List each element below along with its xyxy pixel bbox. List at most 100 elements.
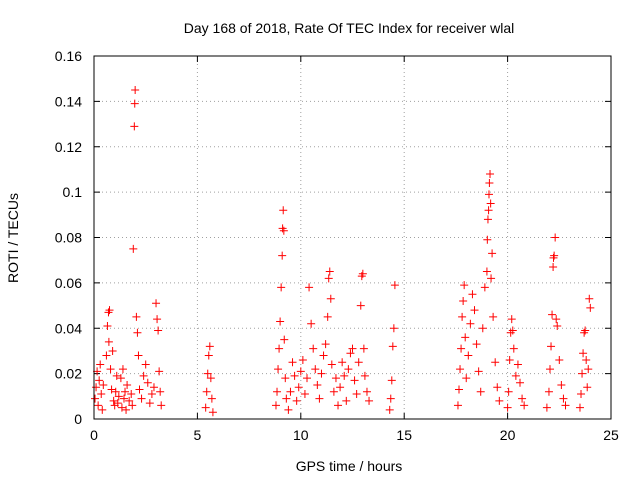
data-point	[104, 308, 113, 317]
data-point	[470, 306, 479, 315]
data-point	[549, 262, 558, 271]
x-tick-label: 20	[500, 427, 516, 443]
data-point	[503, 403, 512, 412]
data-point	[386, 394, 395, 403]
data-point	[549, 253, 558, 262]
data-point	[284, 405, 293, 414]
data-point	[149, 383, 158, 392]
data-point	[122, 405, 131, 414]
data-point	[108, 346, 117, 355]
data-point	[484, 190, 493, 199]
data-point	[132, 312, 141, 321]
data-point	[279, 206, 288, 215]
data-point	[109, 396, 118, 405]
data-point	[553, 321, 562, 330]
data-point	[319, 351, 328, 360]
data-point	[155, 367, 164, 376]
data-point	[358, 269, 367, 278]
data-point	[331, 374, 340, 383]
data-point	[354, 358, 363, 367]
data-point	[578, 369, 587, 378]
data-point	[313, 380, 322, 389]
data-point	[294, 383, 303, 392]
data-point	[482, 267, 491, 276]
data-point	[504, 387, 513, 396]
data-point	[298, 356, 307, 365]
data-point	[472, 340, 481, 349]
data-point	[577, 390, 586, 399]
data-point	[134, 351, 143, 360]
data-point	[147, 390, 156, 399]
x-tick-label: 0	[90, 427, 98, 443]
data-point	[555, 356, 564, 365]
data-point	[273, 387, 282, 396]
data-point	[119, 394, 128, 403]
data-point	[389, 324, 398, 333]
data-point	[121, 387, 130, 396]
data-point	[300, 390, 309, 399]
data-point	[327, 360, 336, 369]
data-point	[483, 235, 492, 244]
data-point	[491, 358, 500, 367]
data-point	[278, 224, 287, 233]
data-point	[141, 360, 150, 369]
data-point	[113, 399, 122, 408]
data-point	[276, 317, 285, 326]
data-point	[582, 356, 591, 365]
data-point	[118, 365, 127, 374]
data-point	[97, 390, 106, 399]
data-point	[461, 333, 470, 342]
data-point	[105, 306, 114, 315]
data-point	[321, 340, 330, 349]
data-point	[348, 344, 357, 353]
data-point	[104, 337, 113, 346]
data-point	[468, 290, 477, 299]
data-point	[474, 367, 483, 376]
data-point	[307, 319, 316, 328]
data-point	[466, 319, 475, 328]
data-point	[116, 374, 125, 383]
data-point	[202, 387, 211, 396]
data-point	[340, 371, 349, 380]
data-point	[480, 283, 489, 292]
data-point	[505, 356, 514, 365]
y-tick-label: 0.16	[55, 48, 82, 64]
data-point	[323, 312, 332, 321]
data-point	[352, 390, 361, 399]
data-point	[483, 215, 492, 224]
data-point	[464, 351, 473, 360]
data-point	[99, 380, 108, 389]
data-point	[581, 326, 590, 335]
data-point	[585, 294, 594, 303]
data-point	[275, 344, 284, 353]
y-axis-label: ROTI / TECUs	[5, 193, 21, 283]
data-point	[584, 365, 593, 374]
data-point	[520, 401, 529, 410]
data-point	[277, 283, 286, 292]
data-points	[91, 86, 595, 417]
data-point	[542, 403, 551, 412]
data-point	[506, 328, 515, 337]
data-point	[460, 281, 469, 290]
data-point	[362, 387, 371, 396]
y-tick-label: 0.1	[63, 184, 83, 200]
data-point	[548, 310, 557, 319]
data-point	[152, 299, 161, 308]
data-point	[385, 405, 394, 414]
data-point	[128, 401, 137, 410]
data-point	[586, 303, 595, 312]
data-point	[92, 383, 101, 392]
data-point	[296, 367, 305, 376]
data-point	[485, 179, 494, 188]
data-point	[130, 122, 139, 131]
data-point	[575, 403, 584, 412]
data-point	[311, 365, 320, 374]
data-point	[459, 297, 468, 306]
data-point	[206, 374, 215, 383]
data-point	[338, 358, 347, 367]
data-point	[516, 378, 525, 387]
plot-frame	[93, 55, 612, 420]
data-point	[103, 321, 112, 330]
data-point	[106, 365, 115, 374]
data-point	[344, 365, 353, 374]
